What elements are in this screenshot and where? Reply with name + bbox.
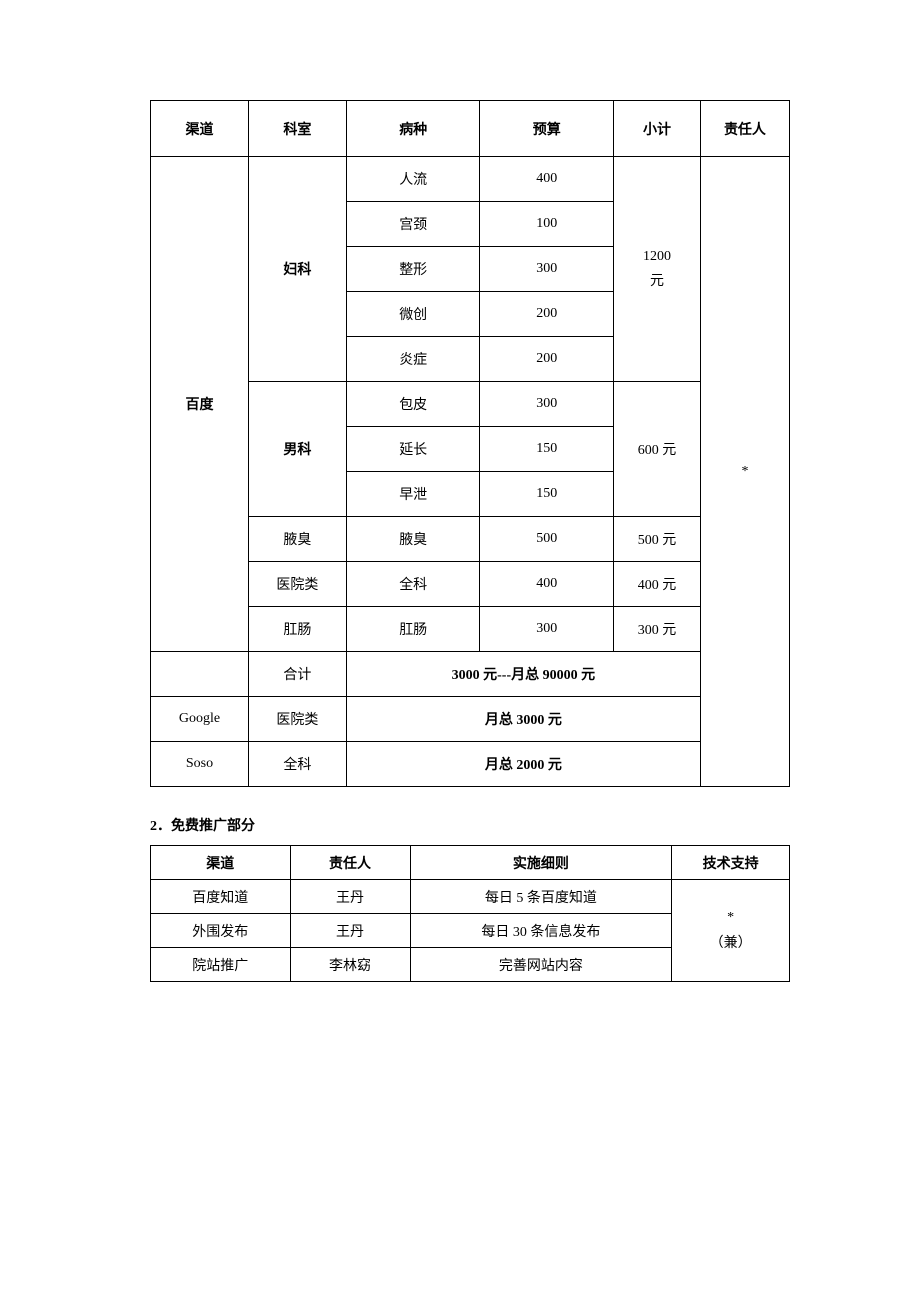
dept-gangchang: 肛肠 [248,607,346,652]
disease-cell: 宫颈 [346,202,480,247]
channel2-cell: 百度知道 [151,880,291,914]
table-row: Google 医院类 月总 3000 元 [151,697,790,742]
person2-cell: 王丹 [290,880,410,914]
subtotal-fuke: 1200 元 [614,157,701,382]
budget-table: 渠道 科室 病种 预算 小计 责任人 百度 妇科 人流 400 1200 元 *… [150,100,790,787]
subtotal-nanke: 600 元 [614,382,701,517]
dept-yiyuan: 医院类 [248,562,346,607]
dept-nanke: 男科 [248,382,346,517]
google-text: 月总 3000 元 [346,697,700,742]
header-dept: 科室 [248,101,346,157]
disease-cell: 人流 [346,157,480,202]
table-header-row: 渠道 科室 病种 预算 小计 责任人 [151,101,790,157]
dept-heji: 合计 [248,652,346,697]
budget-cell: 150 [480,427,614,472]
table-row: 百度知道 王丹 每日 5 条百度知道 * （兼） [151,880,790,914]
budget-cell: 400 [480,157,614,202]
channel-soso: Soso [151,742,249,787]
detail2-cell: 每日 30 条信息发布 [410,914,672,948]
disease-cell: 整形 [346,247,480,292]
subtotal-yechou: 500 元 [614,517,701,562]
channel-baidu: 百度 [151,157,249,652]
header-channel2: 渠道 [151,846,291,880]
person2-cell: 李林窈 [290,948,410,982]
dept-google: 医院类 [248,697,346,742]
disease-cell: 腋臭 [346,517,480,562]
person-cell: * [700,157,789,787]
budget-cell: 100 [480,202,614,247]
table-header-row: 渠道 责任人 实施细则 技术支持 [151,846,790,880]
disease-cell: 包皮 [346,382,480,427]
header-support2: 技术支持 [672,846,790,880]
soso-text: 月总 2000 元 [346,742,700,787]
disease-cell: 延长 [346,427,480,472]
disease-cell: 全科 [346,562,480,607]
dept-fuke: 妇科 [248,157,346,382]
header-person2: 责任人 [290,846,410,880]
disease-cell: 早泄 [346,472,480,517]
detail2-cell: 完善网站内容 [410,948,672,982]
subtotal-gangchang: 300 元 [614,607,701,652]
budget-cell: 150 [480,472,614,517]
channel-google: Google [151,697,249,742]
disease-cell: 肛肠 [346,607,480,652]
person2-cell: 王丹 [290,914,410,948]
budget-cell: 200 [480,292,614,337]
disease-cell: 炎症 [346,337,480,382]
free-promo-table: 渠道 责任人 实施细则 技术支持 百度知道 王丹 每日 5 条百度知道 * （兼… [150,845,790,982]
header-channel: 渠道 [151,101,249,157]
disease-cell: 微创 [346,292,480,337]
channel2-cell: 院站推广 [151,948,291,982]
empty-cell [151,652,249,697]
table-row: Soso 全科 月总 2000 元 [151,742,790,787]
detail2-cell: 每日 5 条百度知道 [410,880,672,914]
header-subtotal: 小计 [614,101,701,157]
dept-soso: 全科 [248,742,346,787]
section2-title: 2．免费推广部分 [150,815,790,835]
table-row: 百度 妇科 人流 400 1200 元 * [151,157,790,202]
channel2-cell: 外围发布 [151,914,291,948]
budget-cell: 400 [480,562,614,607]
table-row: 合计 3000 元---月总 90000 元 [151,652,790,697]
support-cell: * （兼） [672,880,790,982]
heji-text: 3000 元---月总 90000 元 [346,652,700,697]
budget-cell: 300 [480,382,614,427]
budget-cell: 300 [480,607,614,652]
header-disease: 病种 [346,101,480,157]
budget-cell: 200 [480,337,614,382]
budget-cell: 300 [480,247,614,292]
header-person: 责任人 [700,101,789,157]
header-budget: 预算 [480,101,614,157]
budget-cell: 500 [480,517,614,562]
dept-yechou: 腋臭 [248,517,346,562]
subtotal-yiyuan: 400 元 [614,562,701,607]
header-detail2: 实施细则 [410,846,672,880]
